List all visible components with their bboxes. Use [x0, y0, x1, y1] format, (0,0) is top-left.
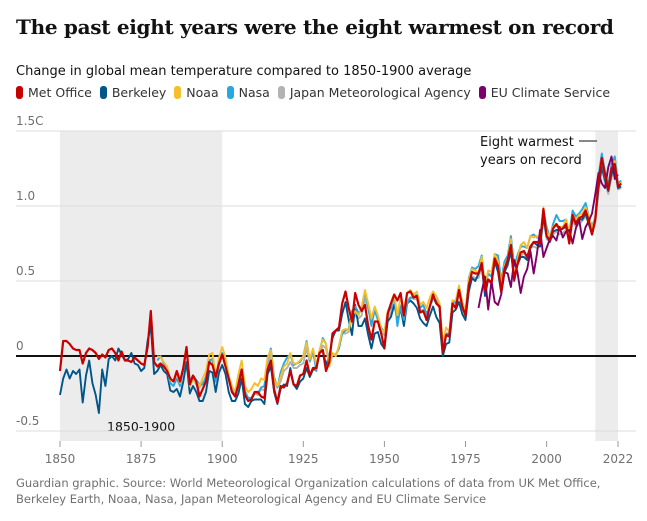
legend-label: Berkeley	[111, 85, 167, 100]
shaded-period-label: 1850-1900	[107, 419, 175, 434]
source-note: Guardian graphic. Source: World Meteorol…	[16, 476, 601, 506]
x-tick-label: 1975	[450, 452, 481, 466]
legend: Met Office Berkeley Noaa Nasa Japan Mete…	[16, 85, 636, 100]
legend-label: Japan Meteorological Agency	[289, 85, 471, 100]
annotation-line-2: years on record	[480, 153, 582, 168]
legend-swatch	[478, 86, 486, 99]
shaded-period-2	[595, 131, 618, 441]
y-tick-label: 0.5	[16, 264, 35, 278]
series-line-japan-meteorological-agency	[192, 167, 622, 401]
legend-item-noaa: Noaa	[174, 85, 219, 100]
series-lines	[58, 152, 622, 414]
legend-label: EU Climate Service	[490, 85, 611, 100]
series-line-noaa	[156, 158, 622, 393]
y-tick-label: 0	[16, 339, 24, 353]
shaded-periods: 1850-1900	[60, 131, 618, 441]
legend-label: Nasa	[238, 85, 270, 100]
legend-swatch	[16, 86, 23, 99]
x-tick-label: 2022	[603, 452, 634, 466]
legend-label: Met Office	[28, 85, 92, 100]
x-tick-label: 1950	[369, 452, 400, 466]
annotations: Eight warmest years on record	[480, 135, 597, 168]
line-chart: 1850-1900 1.5C 1.0 0.5 0 -0.5 1850 1875 1900 192…	[16, 114, 636, 466]
legend-swatch	[99, 86, 107, 99]
y-tick-label: -0.5	[16, 414, 39, 428]
chart-subtitle: Change in global mean temperature compar…	[16, 64, 472, 79]
legend-swatch	[277, 86, 285, 99]
legend-item-nasa: Nasa	[226, 85, 270, 100]
legend-item-eu-climate-service: EU Climate Service	[478, 85, 611, 100]
legend-item-japan-meteorological-agency: Japan Meteorological Agency	[277, 85, 471, 100]
annotation-line-1: Eight warmest	[480, 135, 574, 150]
axis-labels: 1.5C 1.0 0.5 0 -0.5 1850 1875 1900 1925 1950 1975 2…	[16, 114, 633, 466]
series-line-met-office	[58, 156, 622, 404]
legend-item-met-office: Met Office	[16, 85, 92, 100]
x-tick-label: 1900	[207, 452, 238, 466]
x-tick-label: 2000	[531, 452, 562, 466]
chart-title: The past eight years were the eight warm…	[16, 15, 614, 39]
x-tick-label: 1875	[126, 452, 157, 466]
x-tick-label: 1850	[45, 452, 76, 466]
y-tick-label: 1.5C	[16, 114, 43, 128]
legend-swatch	[174, 86, 182, 99]
legend-label: Noaa	[186, 85, 219, 100]
legend-item-berkeley: Berkeley	[99, 85, 167, 100]
y-tick-label: 1.0	[16, 189, 35, 203]
legend-swatch	[226, 86, 234, 99]
x-tick-label: 1925	[288, 452, 319, 466]
